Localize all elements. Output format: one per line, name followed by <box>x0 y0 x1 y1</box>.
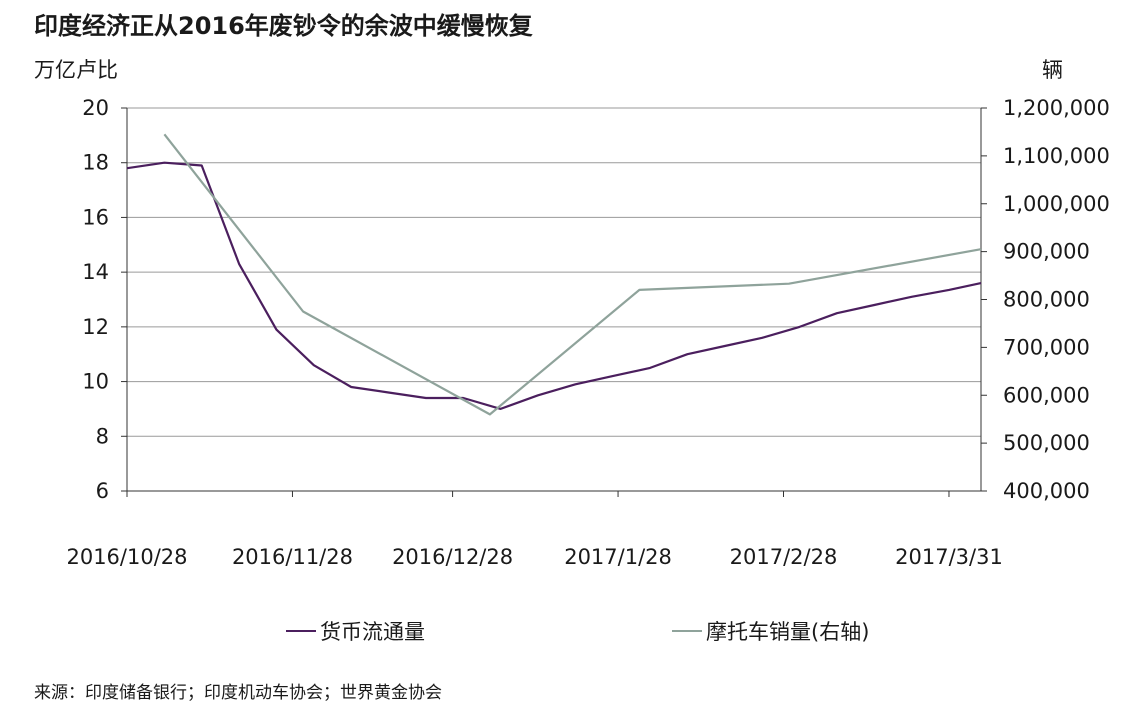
y-left-tick-label: 10 <box>82 370 109 394</box>
y-right-tick-label: 1,000,000 <box>1003 192 1110 216</box>
y-left-tick-label: 12 <box>82 315 109 339</box>
legend-label-motorcycle: 摩托车销量(右轴) <box>706 620 870 644</box>
x-tick-label: 2016/11/28 <box>232 545 353 569</box>
source-note: 来源：印度储备银行；印度机动车协会；世界黄金协会 <box>34 683 442 703</box>
y-left-tick-label: 8 <box>96 424 109 448</box>
y-right-tick-label: 1,200,000 <box>1003 96 1110 120</box>
y-right-tick-label: 700,000 <box>1003 335 1090 359</box>
left-axis-unit: 万亿卢比 <box>34 58 118 82</box>
series-line-currency <box>126 161 982 410</box>
right-axis-unit: 辆 <box>1042 58 1063 82</box>
y-left-tick-label: 18 <box>82 151 109 175</box>
line-chart: 6 8 10 12 14 16 18 20 400,000 500,000 600,000 700,0… <box>66 96 1110 569</box>
y-left-tick-label: 16 <box>82 205 109 229</box>
y-left-tick-label: 20 <box>82 96 109 120</box>
x-tick-label: 2017/1/28 <box>564 545 672 569</box>
legend-label-currency: 货币流通量 <box>320 620 425 644</box>
legend-swatch-currency <box>286 630 316 632</box>
x-tick-label: 2016/12/28 <box>392 545 513 569</box>
y-right-tick-label: 500,000 <box>1003 431 1090 455</box>
series-line-motorcycle <box>163 133 982 416</box>
y-right-tick-label: 400,000 <box>1003 479 1090 503</box>
chart-title: 印度经济正从2016年废钞令的余波中缓慢恢复 <box>34 12 533 40</box>
y-right-tick-label: 900,000 <box>1003 240 1090 264</box>
x-tick-label: 2017/2/28 <box>730 545 838 569</box>
y-right-tick-label: 600,000 <box>1003 383 1090 407</box>
legend-item-currency: 货币流通量 <box>286 616 425 646</box>
y-right-tick-label: 1,100,000 <box>1003 144 1110 168</box>
legend-item-motorcycle: 摩托车销量(右轴) <box>672 616 869 646</box>
y-left-tick-label: 14 <box>82 260 109 284</box>
x-tick-label: 2016/10/28 <box>66 545 187 569</box>
y-right-tick-label: 800,000 <box>1003 288 1090 312</box>
x-tick-label: 2017/3/31 <box>895 545 1003 569</box>
y-left-tick-label: 6 <box>96 479 109 503</box>
legend-swatch-motorcycle <box>672 630 702 632</box>
